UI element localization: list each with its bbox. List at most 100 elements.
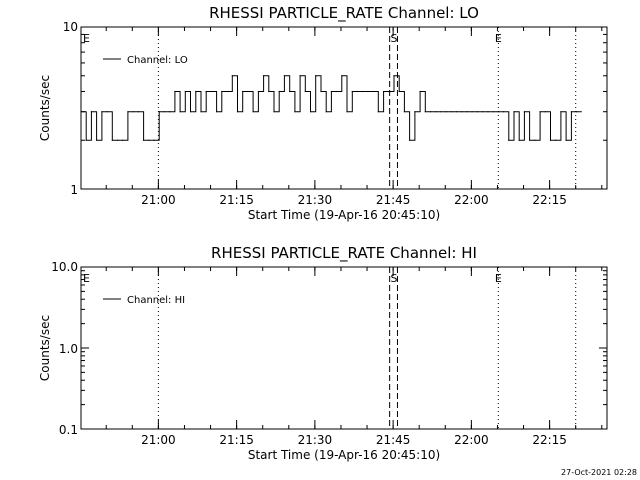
data-point	[85, 139, 87, 141]
data-point	[111, 139, 113, 141]
data-point	[257, 90, 259, 93]
data-point	[96, 139, 98, 141]
legend-label: Channel: LO	[127, 55, 188, 66]
data-point	[90, 111, 93, 113]
data-point	[283, 75, 286, 77]
data-point	[372, 90, 374, 93]
x-tick-label: 22:15	[532, 193, 567, 207]
data-point	[268, 90, 270, 93]
data-point	[132, 111, 134, 113]
data-point	[330, 90, 332, 93]
data-point	[575, 111, 578, 113]
data-point	[158, 111, 160, 113]
data-point	[242, 90, 244, 93]
data-point	[429, 111, 432, 113]
data-point	[169, 111, 171, 113]
data-point	[356, 90, 359, 93]
data-point	[403, 111, 406, 113]
data-point	[476, 111, 479, 113]
x-tick-label: 21:45	[376, 433, 411, 447]
data-point	[529, 139, 531, 141]
footer-timestamp: 27-Oct-2021 02:28	[561, 468, 637, 477]
data-point	[351, 90, 353, 93]
x-tick-label: 22:00	[454, 433, 489, 447]
data-point	[122, 139, 124, 141]
data-point	[534, 139, 536, 141]
data-point	[336, 90, 338, 93]
data-point	[195, 90, 197, 93]
x-tick-label: 21:45	[376, 193, 411, 207]
data-point	[252, 111, 254, 113]
data-point	[393, 75, 395, 77]
data-point	[309, 111, 312, 113]
data-point	[388, 90, 390, 93]
data-point	[189, 111, 192, 113]
event-marker-label: S	[390, 32, 397, 45]
data-point	[106, 111, 108, 113]
x-tick-label: 21:15	[219, 193, 254, 207]
data-point	[320, 90, 322, 93]
data-point	[570, 111, 572, 113]
legend-label: Channel: HI	[127, 295, 185, 306]
data-point	[565, 139, 567, 141]
data-point	[116, 139, 119, 141]
data-point	[278, 90, 280, 93]
data-point	[461, 111, 463, 113]
x-tick-label: 21:00	[141, 193, 176, 207]
data-point	[435, 111, 437, 113]
event-marker-label: E	[83, 272, 90, 285]
data-point	[482, 111, 484, 113]
data-point	[184, 90, 186, 93]
x-axis-label: Start Time (19-Apr-16 20:45:10)	[248, 208, 440, 222]
data-point	[273, 111, 275, 113]
data-point	[518, 139, 520, 141]
x-tick-label: 22:15	[532, 433, 567, 447]
data-point	[179, 111, 181, 113]
data-point	[414, 111, 416, 113]
data-point	[216, 111, 218, 113]
data-point	[544, 111, 546, 113]
data-point	[367, 90, 369, 93]
data-point	[221, 90, 223, 93]
data-point	[492, 111, 494, 113]
data-point	[299, 75, 301, 77]
y-tick-label: 0.1	[59, 423, 78, 437]
data-point	[549, 139, 552, 141]
data-point	[153, 139, 155, 141]
data-point	[508, 139, 510, 141]
data-point	[419, 90, 421, 93]
data-point	[205, 90, 207, 93]
x-tick-label: 21:00	[141, 433, 176, 447]
data-point	[455, 111, 458, 113]
data-point	[409, 139, 411, 141]
x-tick-label: 21:30	[298, 433, 333, 447]
data-point	[247, 90, 249, 93]
y-tick-label: 1	[70, 183, 78, 197]
x-axis-label: Start Time (19-Apr-16 20:45:10)	[248, 448, 440, 462]
data-point	[80, 111, 82, 113]
plot-frame	[80, 26, 608, 190]
lo-channel-panel: RHESSI PARTICLE_RATE Channel: LO E S E 1 10 21…	[38, 4, 608, 222]
data-point	[294, 111, 296, 113]
data-point	[440, 111, 442, 113]
data-point	[424, 111, 426, 113]
data-point	[210, 90, 213, 93]
data-point	[148, 139, 150, 141]
data-point	[142, 139, 145, 141]
event-marker-label: S	[390, 272, 397, 285]
data-point	[466, 111, 468, 113]
data-point	[382, 90, 385, 93]
hi-channel-panel: RHESSI PARTICLE_RATE Channel: HI E S E 0.1 1.…	[38, 244, 608, 462]
y-axis-label: Counts/sec	[38, 315, 52, 381]
data-point	[471, 111, 473, 113]
x-tick-label: 21:15	[219, 433, 254, 447]
data-point	[236, 111, 239, 113]
data-point	[262, 75, 265, 77]
data-point	[231, 75, 233, 77]
data-point	[289, 90, 291, 93]
data-point	[377, 111, 379, 113]
chart-title: RHESSI PARTICLE_RATE Channel: LO	[209, 4, 479, 23]
data-point	[163, 111, 166, 113]
event-marker-label: E	[83, 32, 90, 45]
